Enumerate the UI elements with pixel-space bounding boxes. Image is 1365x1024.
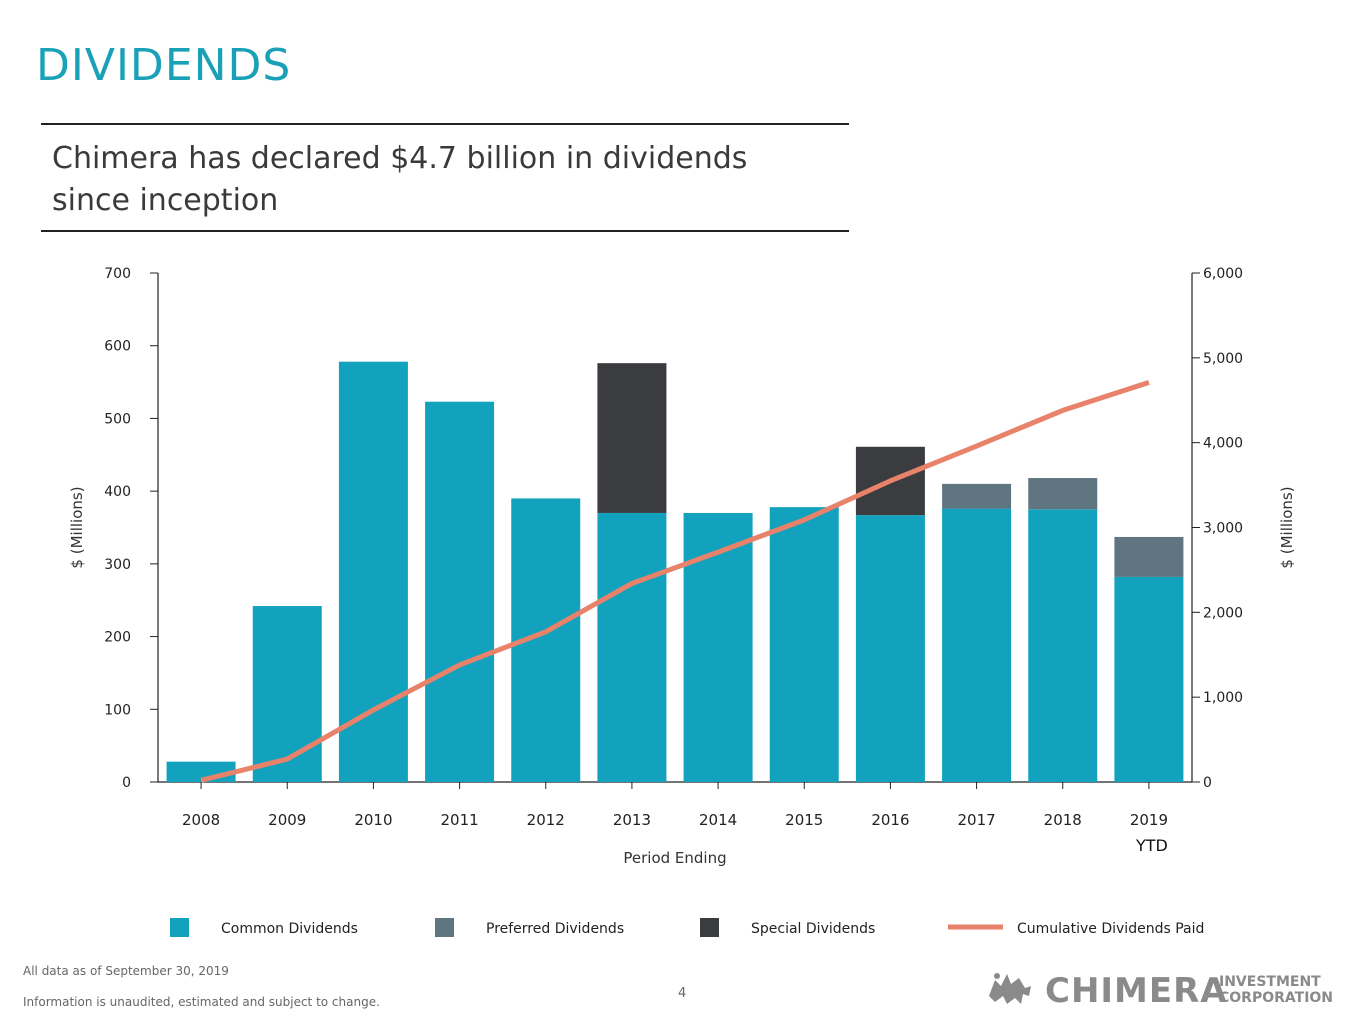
legend-common-swatch [170,918,189,937]
right-tick-label: 4,000 [1203,436,1243,452]
chimera-logo: CHIMERA INVESTMENT CORPORATION [989,971,1333,1008]
x-tick-label: 2011 [440,811,478,829]
cumulative-line-layer [200,380,1150,783]
legend-common-label: Common Dividends [221,921,358,937]
x-tick-label: 2017 [957,811,995,829]
right-tick-label: 6,000 [1203,266,1243,282]
chimera-emblem-icon [989,973,1031,1004]
legend-cumulative-label: Cumulative Dividends Paid [1017,921,1204,937]
subtitle-line-1: Chimera has declared $4.7 billion in div… [52,141,748,176]
right-tick-label: 2,000 [1203,605,1243,621]
bars-layer [166,361,1184,782]
bar-common-2014 [683,512,753,782]
legend: Common Dividends Preferred Dividends Speci… [170,918,1204,937]
bar-common-2017 [942,508,1012,782]
left-tick-label: 500 [104,411,131,427]
right-tick-label: 3,000 [1203,521,1243,537]
axes-layer [150,272,1200,789]
bar-common-2013 [597,512,667,782]
x-tick-label: 2019 [1130,811,1168,829]
footnote-data-date: All data as of September 30, 2019 [23,964,229,978]
subtitle-line-2: since inception [52,183,279,218]
bar-common-2011 [425,401,495,782]
bar-common-2019 [1114,576,1184,782]
bar-common-2009 [252,606,322,782]
legend-special-swatch [700,918,719,937]
left-tick-label: 400 [104,484,131,500]
x-tick-sublabel: YTD [1135,836,1168,855]
x-tick-label: 2008 [182,811,220,829]
left-tick-label: 700 [104,266,131,282]
x-tick-label: 2014 [699,811,737,829]
x-tick-label: 2009 [268,811,306,829]
legend-special-label: Special Dividends [751,921,875,937]
left-tick-label: 300 [104,557,131,573]
bar-common-2018 [1028,509,1098,782]
left-axis-title: $ (Millions) [68,486,86,568]
x-tick-label: 2010 [354,811,392,829]
right-tick-label: 5,000 [1203,351,1243,367]
x-tick-label: 2013 [613,811,651,829]
left-tick-label: 200 [104,630,131,646]
logo-wordmark: CHIMERA [1045,971,1228,1008]
subtitle-bottom-rule [41,230,849,232]
x-tick-label: 2012 [527,811,565,829]
page-number: 4 [678,986,687,1001]
right-tick-label: 0 [1203,775,1212,791]
bar-common-2010 [338,361,408,782]
bar-preferred-2017 [942,483,1012,509]
x-tick-label: 2018 [1044,811,1082,829]
left-tick-label: 0 [122,775,131,791]
bar-special-2013 [597,363,667,513]
bar-common-2015 [769,507,839,782]
logo-subtext-investment: INVESTMENT [1219,974,1321,990]
labels-layer: 0 100 200 300 400 500 600 700 0 1,000 2,000 3,000 4,… [68,266,1296,867]
legend-preferred-label: Preferred Dividends [486,921,624,937]
logo-subtext-corporation: CORPORATION [1219,990,1333,1006]
subtitle-top-rule [41,123,849,125]
footnote-disclaimer: Information is unaudited, estimated and … [23,995,380,1009]
bar-preferred-2019 [1114,536,1184,577]
x-tick-label: 2016 [871,811,909,829]
cumulative-dividends-line [200,380,1150,783]
bar-common-2016 [855,515,925,782]
dividends-chart: 0 100 200 300 400 500 600 700 0 1,000 2,000 3,000 4,… [68,266,1296,937]
bar-preferred-2018 [1028,478,1098,510]
right-tick-label: 1,000 [1203,690,1243,706]
right-axis-title: $ (Millions) [1278,486,1296,568]
left-tick-label: 600 [104,339,131,355]
left-tick-label: 100 [104,702,131,718]
x-tick-label: 2015 [785,811,823,829]
x-axis-title: Period Ending [623,849,726,867]
legend-preferred-swatch [435,918,454,937]
subtitle: Chimera has declared $4.7 billion in div… [52,138,812,222]
page-title: DIVIDENDS [36,40,292,91]
